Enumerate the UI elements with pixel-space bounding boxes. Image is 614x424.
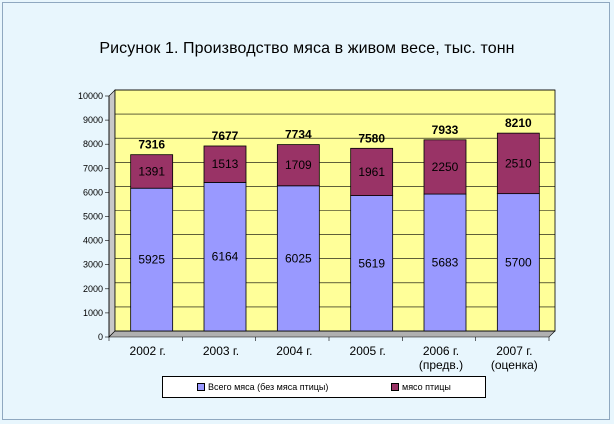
bar-segment-series-2-0 bbox=[130, 154, 174, 189]
y-tick-label-5000: 5000 bbox=[83, 212, 103, 222]
data-label-series-1-5: 5700 bbox=[505, 255, 532, 269]
bar-segment-series-1-3 bbox=[350, 195, 394, 332]
y-tick-label-2000: 2000 bbox=[83, 284, 103, 294]
data-label-series-1-3: 5619 bbox=[358, 256, 385, 270]
bar-segment-series-2-3 bbox=[350, 147, 394, 196]
bar-segment-series-2-2 bbox=[276, 144, 320, 187]
y-tick-label-6000: 6000 bbox=[83, 187, 103, 197]
chart-frame bbox=[2, 2, 610, 420]
y-tick-label-8000: 8000 bbox=[83, 139, 103, 149]
y-tick-label-4000: 4000 bbox=[83, 236, 103, 246]
y-tick-label-3000: 3000 bbox=[83, 260, 103, 270]
x-tick-label-1: 2003 г. bbox=[203, 344, 239, 358]
y-tick-label-1000: 1000 bbox=[83, 308, 103, 318]
bar-segment-series-1-5 bbox=[496, 193, 540, 332]
chart-title: Рисунок 1. Производство мяса в живом вес… bbox=[99, 40, 515, 57]
x-tick-label-2: 2004 г. bbox=[276, 344, 312, 358]
plot-floor bbox=[108, 330, 556, 338]
data-label-series-2-0: 1391 bbox=[138, 164, 165, 178]
x-tick-label-4-line-1: (предв.) bbox=[419, 358, 463, 372]
data-label-series-2-2: 1709 bbox=[285, 158, 312, 172]
total-label-2: 7734 bbox=[285, 128, 312, 142]
x-tick-label-4: 2006 г. bbox=[423, 344, 459, 358]
bar-segment-series-1-4 bbox=[423, 193, 467, 332]
y-tick-label-10000: 10000 bbox=[78, 91, 103, 101]
total-label-4: 7933 bbox=[432, 123, 459, 137]
total-label-0: 7316 bbox=[138, 138, 165, 152]
total-label-3: 7580 bbox=[358, 131, 385, 145]
bar-segment-series-1-2 bbox=[276, 185, 320, 332]
data-label-series-2-3: 1961 bbox=[358, 165, 385, 179]
y-tick-label-9000: 9000 bbox=[83, 115, 103, 125]
data-label-series-2-5: 2510 bbox=[505, 156, 532, 170]
legend-label-series-2: мясо птицы bbox=[402, 382, 451, 392]
y-tick-label-7000: 7000 bbox=[83, 163, 103, 173]
data-label-series-1-4: 5683 bbox=[432, 256, 459, 270]
total-label-1: 7677 bbox=[212, 129, 239, 143]
x-tick-label-0: 2002 г. bbox=[130, 344, 166, 358]
bar-segment-series-2-1 bbox=[203, 145, 247, 183]
data-label-series-1-0: 5925 bbox=[138, 253, 165, 267]
data-label-series-1-1: 6164 bbox=[212, 250, 239, 264]
plot-side-wall bbox=[108, 89, 116, 338]
bar-segment-series-1-0 bbox=[130, 187, 174, 332]
chart-legend: Всего мяса (без мяса птицы) мясо птицы bbox=[162, 376, 486, 398]
x-tick-label-3: 2005 г. bbox=[350, 344, 386, 358]
y-tick-label-0: 0 bbox=[98, 332, 103, 342]
data-label-series-2-1: 1513 bbox=[212, 157, 239, 171]
legend-swatch-series-2 bbox=[391, 383, 399, 391]
legend-item-series-2: мясо птицы bbox=[391, 382, 451, 392]
total-label-5: 8210 bbox=[505, 116, 532, 130]
legend-swatch-series-1 bbox=[197, 383, 205, 391]
data-label-series-1-2: 6025 bbox=[285, 251, 312, 265]
bar-segment-series-1-1 bbox=[203, 182, 247, 332]
x-tick-label-5-line-1: (оценка) bbox=[491, 358, 538, 372]
bar-segment-series-2-5 bbox=[496, 132, 540, 195]
x-tick-label-5: 2007 г. bbox=[496, 344, 532, 358]
bar-segment-series-2-4 bbox=[423, 139, 467, 195]
data-label-series-2-4: 2250 bbox=[432, 160, 459, 174]
legend-item-series-1: Всего мяса (без мяса птицы) bbox=[197, 382, 328, 392]
legend-label-series-1: Всего мяса (без мяса птицы) bbox=[208, 382, 329, 392]
